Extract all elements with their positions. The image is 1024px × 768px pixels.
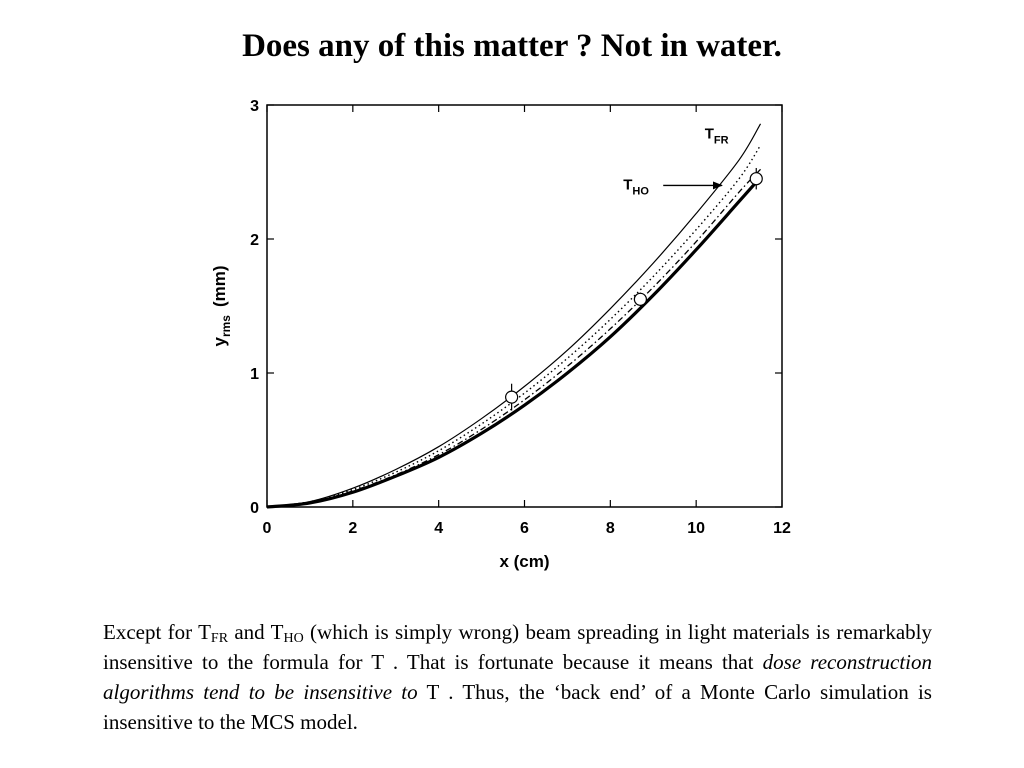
x-tick-label: 4 [434, 520, 443, 537]
series-layer [266, 123, 762, 509]
measurement-point [505, 390, 519, 404]
caption-text-2: and T [228, 620, 284, 644]
annotation-layer: TFR THO [623, 126, 728, 198]
caption-sub-fr: FR [210, 631, 229, 646]
measurement-layer [505, 167, 763, 411]
caption-sub-ho: HO [283, 631, 304, 646]
y-axis-label-unit: (mm) [210, 265, 229, 307]
series-line-dash-dot [266, 168, 762, 508]
x-tick-label: 0 [263, 520, 272, 537]
measurement-point [749, 172, 763, 186]
caption-text-4: T . Thus, the ‘back end’ of a Monte Carl… [103, 680, 932, 734]
x-tick-label: 12 [773, 520, 791, 537]
y-tick-label: 1 [250, 366, 259, 383]
y-tick-label: 3 [250, 98, 259, 115]
annotation-label-fr: TFR [705, 126, 729, 147]
measurement-point [633, 292, 647, 306]
y-tick-label: 2 [250, 232, 259, 249]
x-tick-label: 8 [606, 520, 615, 537]
caption: Except for TFR and THO (which is simply … [103, 617, 932, 737]
y-axis-label-sub: rms [219, 315, 233, 337]
series-line-solid-thick [266, 176, 762, 509]
caption-italic: dose reconstruction algorithms tend to b… [103, 650, 933, 704]
caption-text-1: Except for T [103, 620, 211, 644]
y-tick-label: 0 [250, 500, 259, 517]
slide-title: Does any of this matter ? Not in water. [242, 28, 782, 64]
x-tick-label: 2 [348, 520, 357, 537]
series-line-dotted [266, 144, 762, 508]
x-tick-label: 10 [687, 520, 705, 537]
series-line-solid-thin [266, 123, 762, 508]
caption-text-3: (which is simply wrong) beam spreading i… [103, 620, 932, 674]
annotation-label-ho: THO [623, 176, 649, 197]
y-axis-label-main: y [210, 337, 229, 347]
x-tick-label: 6 [520, 520, 529, 537]
plot-border [266, 104, 783, 508]
x-axis-label: x (cm) [499, 552, 549, 571]
y-axis-label: yrms (mm) [210, 265, 233, 346]
plot-frame [266, 104, 783, 508]
